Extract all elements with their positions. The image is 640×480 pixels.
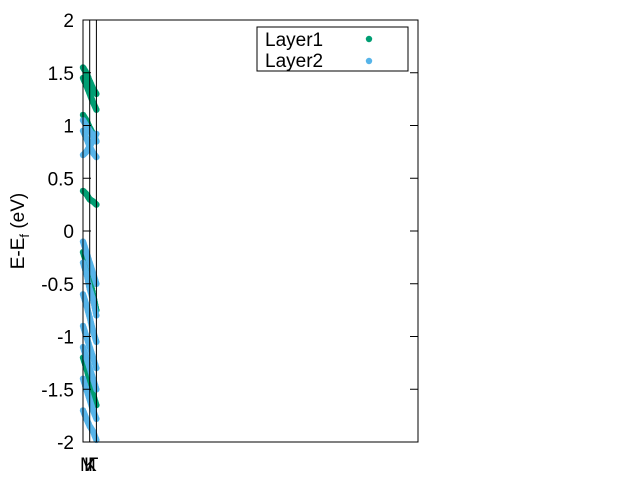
legend-label-layer1: Layer1 — [265, 30, 323, 51]
x-tick-label: K — [84, 455, 97, 476]
legend-label-layer2: Layer2 — [265, 51, 323, 72]
legend-box — [256, 26, 409, 72]
legend: Layer1 Layer2 — [256, 26, 409, 72]
plot-frame — [82, 19, 419, 443]
y-tick-label: -2 — [57, 433, 74, 454]
y-tick-label: 1 — [63, 117, 74, 138]
y-tick-label: -0.5 — [41, 275, 74, 296]
x-tick-label: Γ — [88, 455, 98, 476]
y-axis-label: E-Ef (eV) — [8, 193, 32, 270]
axes: 2 1.5 1 0.5 0 -0.5 -1 -1.5 -2 MKΓ — [41, 11, 419, 476]
y-tick-label: 0 — [63, 222, 74, 243]
y-tick-label: 1.5 — [48, 64, 74, 85]
y-tick-label: -1 — [57, 328, 74, 349]
y-tick-label: -1.5 — [41, 380, 74, 401]
y-tick-label: 2 — [63, 11, 74, 32]
legend-marker-layer1 — [365, 35, 373, 43]
y-tick-label: 0.5 — [48, 169, 74, 190]
legend-marker-layer2 — [365, 57, 373, 65]
x-tick-label: M — [80, 455, 96, 476]
